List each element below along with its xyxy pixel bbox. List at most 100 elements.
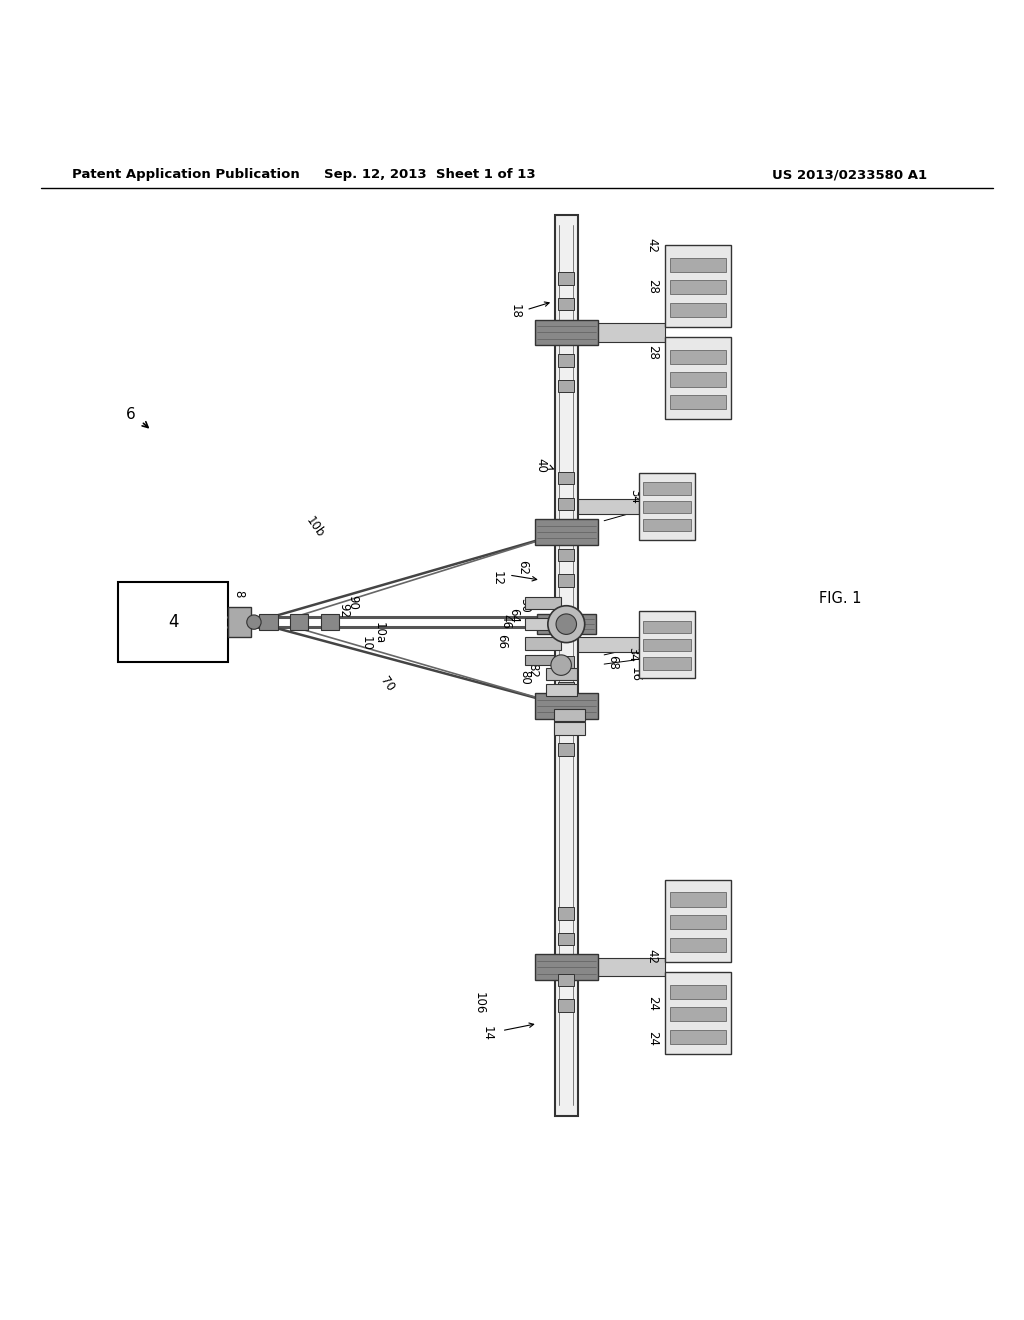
Bar [558, 974, 574, 986]
Bar [670, 350, 726, 364]
Bar [670, 985, 726, 999]
Bar [670, 395, 726, 409]
Text: 24: 24 [646, 1031, 658, 1047]
Bar [525, 597, 561, 609]
Bar [558, 999, 574, 1011]
Bar [670, 1030, 726, 1044]
Text: 18: 18 [509, 305, 521, 319]
Text: 34: 34 [627, 647, 639, 663]
Bar [535, 319, 598, 345]
Bar [558, 498, 574, 510]
Bar [558, 743, 574, 756]
Text: 90: 90 [346, 595, 358, 610]
Text: 24: 24 [646, 995, 658, 1011]
Bar [535, 954, 598, 979]
Text: 68: 68 [606, 655, 618, 669]
Bar [321, 614, 339, 631]
Bar [643, 620, 691, 632]
Bar [578, 323, 665, 342]
Text: 64: 64 [508, 609, 520, 623]
Circle shape [556, 614, 577, 635]
Bar [670, 257, 726, 272]
Text: 16: 16 [629, 667, 641, 682]
Bar [558, 907, 574, 920]
Text: 42: 42 [646, 238, 658, 253]
Text: 34: 34 [629, 488, 641, 504]
Bar [558, 272, 574, 285]
Text: 42: 42 [646, 949, 658, 965]
Bar [670, 892, 726, 907]
Bar [554, 722, 585, 735]
Bar [643, 500, 691, 513]
Bar [558, 574, 574, 587]
Text: Sep. 12, 2013  Sheet 1 of 13: Sep. 12, 2013 Sheet 1 of 13 [325, 168, 536, 181]
Text: 80: 80 [518, 671, 530, 685]
Text: 10a: 10a [373, 622, 385, 644]
Text: FIG. 1: FIG. 1 [819, 591, 862, 606]
Text: 40: 40 [535, 458, 547, 473]
Bar [558, 298, 574, 310]
Text: 10b: 10b [304, 513, 327, 540]
Bar [578, 638, 639, 652]
Circle shape [551, 655, 571, 676]
Bar [558, 718, 574, 730]
Text: 26: 26 [637, 499, 649, 513]
Bar [558, 354, 574, 367]
Text: Patent Application Publication: Patent Application Publication [72, 168, 299, 181]
Bar [537, 614, 596, 635]
Bar [525, 655, 554, 665]
Text: 66: 66 [496, 634, 508, 649]
Text: 28: 28 [646, 346, 658, 360]
Bar [670, 302, 726, 317]
Bar [665, 338, 731, 420]
Bar [639, 473, 695, 540]
Text: 62: 62 [516, 560, 528, 576]
Bar [558, 473, 574, 484]
Bar [525, 638, 561, 649]
Bar [665, 246, 731, 327]
Bar [535, 519, 598, 545]
Bar [643, 482, 691, 495]
Bar [228, 607, 251, 638]
Bar [535, 693, 598, 719]
Bar [670, 937, 726, 952]
Text: 70: 70 [378, 675, 396, 694]
Bar [118, 582, 228, 663]
Bar [578, 958, 665, 977]
Bar [558, 656, 574, 669]
Text: 12: 12 [492, 570, 504, 586]
Circle shape [548, 606, 585, 643]
Text: 82: 82 [526, 663, 539, 677]
Bar [259, 614, 278, 631]
Text: 14: 14 [481, 1026, 494, 1041]
Bar [578, 499, 639, 513]
Text: 106: 106 [473, 991, 485, 1014]
Bar [555, 215, 578, 1115]
Circle shape [247, 615, 261, 630]
Bar [558, 682, 574, 694]
Bar [643, 639, 691, 651]
Bar [639, 611, 695, 678]
Text: 6: 6 [126, 407, 136, 422]
Bar [546, 668, 577, 681]
Text: 50: 50 [518, 598, 530, 612]
Text: US 2013/0233580 A1: US 2013/0233580 A1 [772, 168, 928, 181]
Text: 92: 92 [338, 603, 350, 618]
Text: 26: 26 [635, 657, 647, 673]
Bar [558, 933, 574, 945]
Bar [290, 614, 308, 631]
Text: 46: 46 [500, 614, 512, 628]
Bar [558, 380, 574, 392]
Bar [558, 549, 574, 561]
Text: 4: 4 [168, 612, 178, 631]
Text: 28: 28 [646, 279, 658, 293]
Bar [665, 973, 731, 1055]
Text: 10: 10 [360, 636, 373, 651]
Bar [546, 684, 577, 696]
Bar [670, 372, 726, 387]
Bar [554, 709, 585, 722]
Bar [525, 618, 561, 631]
Bar [670, 915, 726, 929]
Bar [643, 657, 691, 669]
Bar [665, 880, 731, 962]
